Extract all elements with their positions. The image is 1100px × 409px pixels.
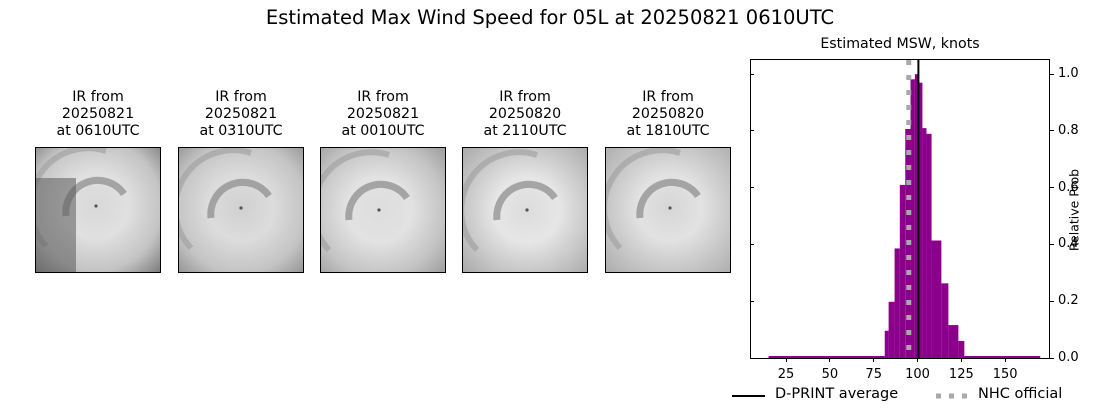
ir-satellite-image <box>462 147 588 273</box>
histogram-axes <box>750 59 1050 359</box>
ir-panel-title-line3: at 0310UTC <box>199 123 283 139</box>
ir-panel: IR from 20250820 at 2110UTC <box>462 89 588 273</box>
x-tick <box>917 358 919 362</box>
x-tick-label: 150 <box>992 367 1018 382</box>
ir-panel-title-line2: 20250820 <box>631 106 705 122</box>
x-tick-label: 125 <box>948 367 974 382</box>
y-tick <box>1050 187 1054 189</box>
y-tick <box>1050 243 1054 245</box>
ir-satellite-image <box>35 147 161 273</box>
histogram-bar <box>918 82 923 358</box>
figure-title: Estimated Max Wind Speed for 05L at 2025… <box>265 6 835 29</box>
legend-dprint-label: D-PRINT average <box>775 386 899 402</box>
ir-panel-title-line2: 20250820 <box>488 106 562 122</box>
x-tick <box>873 358 875 362</box>
y-tick-left <box>750 300 754 302</box>
x-tick <box>960 358 962 362</box>
ir-satellite-image <box>178 147 304 273</box>
y-tick-label: 0.6 <box>1058 179 1079 195</box>
legend-nhc-label: NHC official <box>978 386 1063 402</box>
histogram-plot <box>768 60 1041 359</box>
y-tick-label: 0.2 <box>1058 293 1079 309</box>
histogram-bar <box>941 283 949 358</box>
x-tick-label: 75 <box>865 367 882 382</box>
ir-panel-title-line3: at 1810UTC <box>626 123 710 139</box>
ir-panel-title: IR from 20250821 at 0610UTC <box>35 89 161 140</box>
ir-panel: IR from 20250821 at 0010UTC <box>320 89 446 273</box>
ir-panel-title: IR from 20250821 at 0010UTC <box>320 89 446 140</box>
y-axis-label: Relative Prob <box>1066 168 1082 252</box>
histogram-bar <box>884 330 889 358</box>
y-tick <box>1050 300 1054 302</box>
y-tick-left <box>750 357 754 359</box>
histogram-bar <box>768 356 885 358</box>
ir-panel-title-line1: IR from <box>215 89 267 105</box>
histogram-bar <box>888 301 895 358</box>
ir-panel-title-line1: IR from <box>499 89 551 105</box>
ir-panel-title-line3: at 0610UTC <box>56 123 140 139</box>
histogram-bar <box>894 248 900 358</box>
y-tick-left <box>750 130 754 132</box>
ir-panel-title-line1: IR from <box>642 89 694 105</box>
ir-panel-title: IR from 20250821 at 0310UTC <box>178 89 304 140</box>
histogram-bar <box>958 340 965 358</box>
ir-panel-title: IR from 20250820 at 1810UTC <box>605 89 731 140</box>
ir-panel-title: IR from 20250820 at 2110UTC <box>462 89 588 140</box>
y-tick <box>1050 357 1054 359</box>
y-tick-label: 0.4 <box>1058 236 1079 252</box>
ir-panel: IR from 20250820 at 1810UTC <box>605 89 731 273</box>
histogram-bar <box>948 325 959 358</box>
x-tick <box>785 358 787 362</box>
histogram-bar <box>964 356 1041 358</box>
y-tick-left <box>750 243 754 245</box>
histogram-bar <box>931 240 942 358</box>
histogram-bar <box>922 128 927 358</box>
histogram-bar <box>926 133 932 358</box>
x-tick-label: 50 <box>821 367 839 382</box>
x-tick-label: 100 <box>905 367 930 382</box>
y-tick-left <box>750 73 754 75</box>
histogram-bar <box>910 79 915 359</box>
x-tick <box>1004 358 1006 362</box>
ir-panel-title-line3: at 0010UTC <box>341 123 425 139</box>
ir-panel-title-line1: IR from <box>357 89 409 105</box>
x-tick <box>829 358 831 362</box>
y-tick <box>1050 130 1054 132</box>
histogram-bar <box>899 184 906 358</box>
y-tick <box>1050 73 1054 75</box>
chart-title: Estimated MSW, knots <box>820 36 980 52</box>
y-tick-label: 0.0 <box>1058 350 1079 365</box>
x-tick-label: 25 <box>777 367 795 382</box>
ir-panel-title-line1: IR from <box>72 89 124 105</box>
ir-satellite-image <box>605 147 731 273</box>
dotted-line-legend-icon <box>936 393 968 399</box>
y-tick-left <box>750 187 754 189</box>
ir-panel-title-line3: at 2110UTC <box>483 123 567 139</box>
ir-satellite-image <box>320 147 446 273</box>
y-tick-label: 0.8 <box>1058 122 1079 138</box>
ir-panel: IR from 20250821 at 0310UTC <box>178 89 304 273</box>
histogram-bar <box>914 74 919 358</box>
ir-panel-title-line2: 20250821 <box>204 106 278 122</box>
ir-panel: IR from 20250821 at 0610UTC <box>35 89 161 273</box>
ir-panel-title-line2: 20250821 <box>61 106 135 122</box>
y-tick-label: 1.0 <box>1058 66 1079 82</box>
ir-panel-title-line2: 20250821 <box>346 106 420 122</box>
solid-line-legend-icon <box>732 395 765 397</box>
